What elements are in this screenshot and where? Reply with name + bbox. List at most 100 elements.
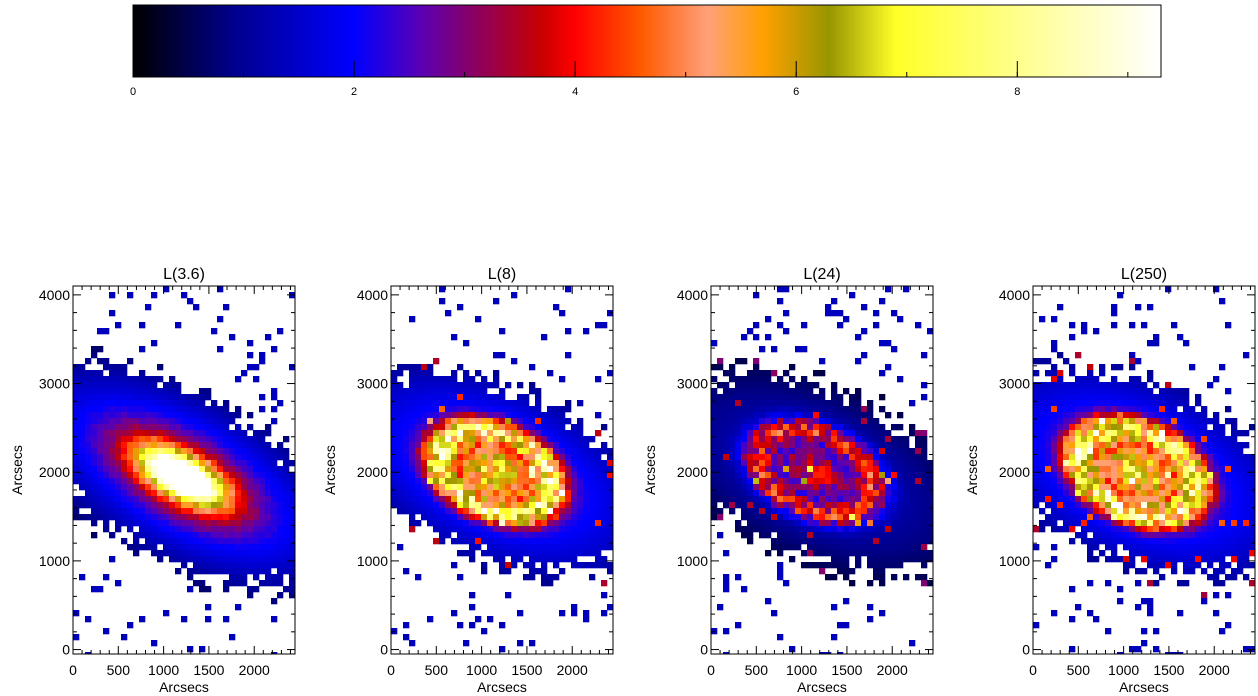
pixel: [145, 376, 152, 383]
pixel: [867, 532, 874, 539]
pixel: [837, 550, 844, 557]
pixel: [1117, 424, 1124, 431]
pixel: [783, 580, 790, 587]
pixel: [457, 514, 464, 521]
pixel: [409, 394, 416, 401]
pixel: [517, 550, 524, 557]
pixel: [903, 502, 910, 509]
pixel: [499, 526, 506, 533]
pixel: [1225, 508, 1232, 515]
pixel: [91, 376, 98, 383]
pixel: [717, 364, 724, 371]
pixel: [1237, 442, 1244, 449]
pixel: [1219, 478, 1226, 485]
pixel: [517, 418, 524, 425]
pixel: [229, 544, 236, 551]
pixel: [1123, 436, 1130, 443]
pixel: [199, 454, 206, 461]
pixel: [391, 424, 398, 431]
pixel: [553, 550, 560, 557]
pixel: [1099, 382, 1106, 389]
pixel: [1231, 484, 1238, 491]
pixel: [1213, 610, 1220, 617]
pixel: [199, 556, 206, 563]
pixel: [1231, 454, 1238, 461]
pixel: [855, 460, 862, 467]
pixel: [553, 424, 560, 431]
pixel: [559, 568, 566, 575]
pixel: [825, 508, 832, 515]
pixel: [157, 406, 164, 413]
pixel: [217, 316, 224, 323]
pixel: [517, 520, 524, 527]
pixel: [133, 478, 140, 485]
pixel: [1219, 496, 1226, 503]
pixel: [1183, 412, 1190, 419]
plot-frame: [72, 285, 296, 655]
pixel: [211, 412, 218, 419]
pixel: [1225, 538, 1232, 545]
pixel: [1051, 418, 1058, 425]
pixel: [235, 538, 242, 545]
pixel: [85, 652, 92, 654]
pixel: [927, 532, 933, 539]
pixel: [277, 556, 284, 563]
pixel: [115, 514, 122, 521]
x-axis-label: Arcsecs: [159, 679, 209, 695]
pixel: [867, 460, 874, 467]
pixel: [1165, 412, 1172, 419]
pixel: [259, 478, 266, 485]
pixel: [1141, 502, 1148, 509]
pixel: [1147, 418, 1154, 425]
pixel: [747, 472, 754, 479]
pixel: [223, 406, 230, 413]
pixel: [1039, 466, 1046, 473]
pixel: [753, 400, 760, 407]
pixel: [1213, 472, 1220, 479]
pixel: [1075, 412, 1082, 419]
pixel: [1063, 472, 1070, 479]
pixel: [145, 388, 152, 395]
pixel: [717, 430, 724, 437]
pixel: [589, 538, 596, 545]
pixel: [205, 424, 212, 431]
pixel: [553, 526, 560, 533]
pixel: [1195, 484, 1202, 491]
pixel: [1153, 412, 1160, 419]
pixel: [397, 442, 404, 449]
pixel: [1213, 568, 1220, 575]
pixel: [1183, 424, 1190, 431]
pixel: [855, 508, 862, 515]
pixel: [289, 478, 295, 485]
pixel: [1147, 466, 1154, 473]
pixel: [1249, 514, 1255, 521]
pixel: [517, 496, 524, 503]
pixel: [169, 550, 176, 557]
pixel: [469, 514, 476, 521]
pixel: [1171, 490, 1178, 497]
pixel: [1081, 376, 1088, 383]
pixel: [175, 544, 182, 551]
pixel: [813, 412, 820, 419]
pixel: [223, 454, 230, 461]
y-tick-label: 4000: [677, 287, 708, 303]
pixel: [85, 502, 92, 509]
pixel: [463, 388, 470, 395]
pixel: [1219, 466, 1226, 473]
pixel: [139, 490, 146, 497]
pixel: [771, 448, 778, 455]
pixel: [1081, 472, 1088, 479]
pixel: [79, 412, 86, 419]
pixel: [505, 424, 512, 431]
pixel: [205, 568, 212, 575]
pixel: [403, 490, 410, 497]
pixel: [457, 532, 464, 539]
pixel: [445, 454, 452, 461]
pixel: [1171, 568, 1178, 575]
pixel: [139, 436, 146, 443]
pixel: [469, 376, 476, 383]
pixel: [825, 478, 832, 485]
pixel: [511, 460, 518, 467]
pixel: [1231, 526, 1238, 533]
pixel: [759, 454, 766, 461]
